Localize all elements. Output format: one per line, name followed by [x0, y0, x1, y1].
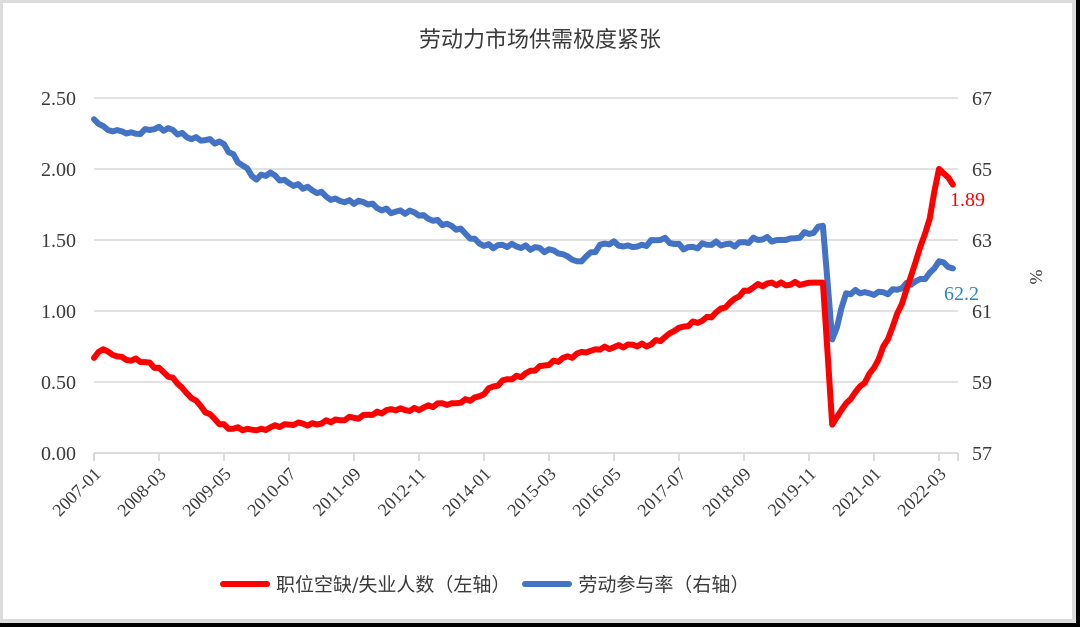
- right-tick-label: 65: [972, 159, 992, 181]
- x-tick-label: 2018-09: [698, 464, 755, 521]
- legend: 职位空缺/失业人数（左轴） 劳动参与率（右轴）: [220, 570, 761, 597]
- legend-label-ratio: 职位空缺/失业人数（左轴）: [276, 574, 511, 596]
- left-tick-label: 2.50: [41, 88, 76, 110]
- right-tick-label: 61: [972, 301, 992, 323]
- series-lines: [91, 116, 956, 434]
- right-tick-label: 63: [972, 230, 992, 252]
- legend-item-lfpr[interactable]: 劳动参与率（右轴）: [522, 570, 749, 597]
- right-tick-label: 67: [972, 88, 992, 110]
- ratio-last-label: 1.89: [950, 189, 985, 211]
- x-tick-label: 2016-05: [568, 464, 625, 521]
- x-tick-label: 2011-09: [309, 464, 365, 520]
- left-tick-label: 0.50: [41, 372, 76, 394]
- lfpr-last-label: 62.2: [944, 283, 979, 305]
- left-tick-label: 0.00: [41, 443, 76, 465]
- legend-swatch-red: [220, 580, 270, 587]
- x-tick-label: 2014-01: [438, 464, 495, 521]
- legend-item-ratio[interactable]: 职位空缺/失业人数（左轴）: [220, 570, 510, 597]
- gridlines: [94, 97, 958, 454]
- x-tick-label: 2021-01: [828, 464, 885, 521]
- x-tick-label: 2007-01: [48, 464, 105, 521]
- right-tick-label: 59: [972, 372, 992, 394]
- x-axis: 2007-01 2008-03 2009-05 2010-07 2011-09 2012-…: [48, 453, 959, 521]
- x-tick-label: 2017-07: [633, 464, 690, 521]
- right-axis: 57 59 61 63 65 67: [972, 88, 992, 465]
- lfpr-series-line: [91, 116, 956, 343]
- ratio-series-line: [91, 166, 956, 434]
- legend-label-lfpr: 劳动参与率（右轴）: [578, 574, 750, 596]
- chart-title: 劳动力市场供需极度紧张: [418, 28, 661, 53]
- x-tick-label: 2022-03: [893, 464, 950, 521]
- left-tick-label: 1.00: [41, 301, 76, 323]
- x-tick-label: 2012-11: [374, 464, 430, 520]
- right-axis-unit: %: [1026, 270, 1046, 285]
- x-tick-label: 2008-03: [113, 464, 170, 521]
- legend-swatch-blue: [522, 580, 573, 587]
- left-tick-label: 1.50: [41, 230, 76, 252]
- x-tick-label: 2010-07: [243, 464, 300, 521]
- x-tick-label: 2009-05: [178, 464, 235, 521]
- x-tick-label: 2019-11: [764, 464, 820, 520]
- x-tick-label: 2015-03: [503, 464, 560, 521]
- left-tick-label: 2.00: [41, 159, 76, 181]
- right-tick-label: 57: [972, 443, 992, 465]
- left-axis: 0.00 0.50 1.00 1.50 2.00 2.50: [41, 88, 76, 465]
